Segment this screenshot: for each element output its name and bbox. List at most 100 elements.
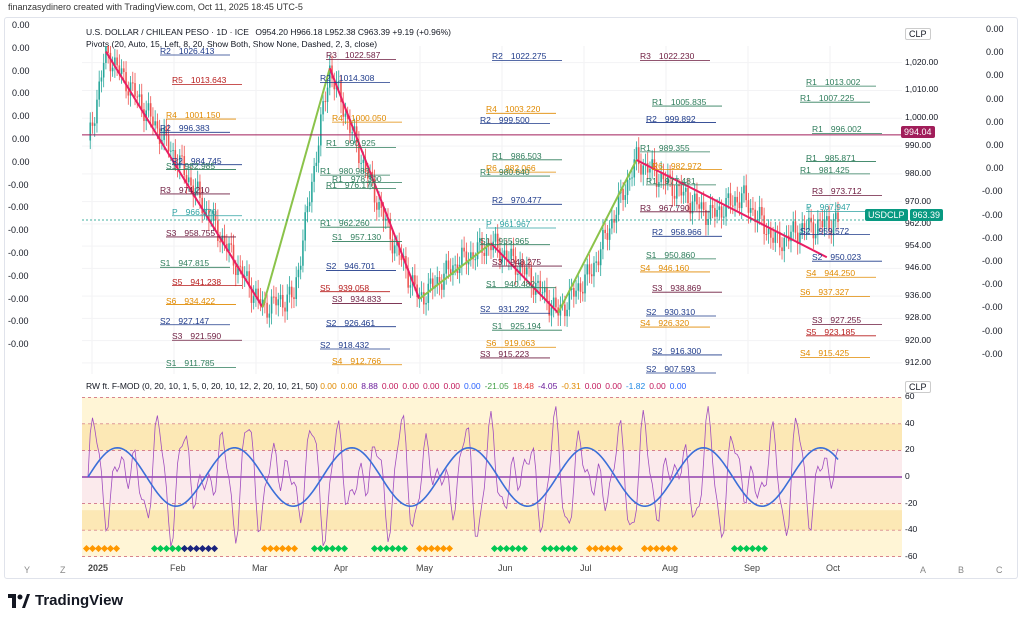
pivot-level-value: 985.871	[824, 152, 856, 163]
candle-body	[490, 244, 492, 251]
signal-dot	[266, 545, 275, 553]
candle-body	[96, 99, 98, 124]
candle-body	[555, 297, 557, 308]
candle-body	[476, 242, 479, 260]
pivot-level-value: 950.860	[664, 249, 696, 260]
candle-body	[281, 294, 284, 308]
price-chart[interactable]	[82, 46, 902, 374]
pivot-label: S1 940.482	[486, 279, 535, 289]
pivot-level-value: 961.967	[499, 218, 531, 229]
pivot-label: S5 939.058	[320, 283, 369, 293]
time-tick: Apr	[334, 563, 349, 573]
pivot-level-name: S2	[326, 317, 337, 328]
candle-body	[308, 202, 311, 207]
oscillator-chart[interactable]	[82, 392, 902, 562]
osc-tick: 40	[905, 417, 915, 428]
pivot-level-value: 982.972	[670, 160, 702, 171]
oscillator-fast-line	[87, 406, 839, 547]
signal-dot	[646, 545, 655, 553]
candle-body	[174, 150, 177, 164]
left-value: 0.00	[12, 88, 30, 99]
left-value: 0.00	[12, 20, 30, 30]
pivot-level-name: S2	[646, 306, 657, 317]
pivot-level-value: 946.160	[658, 262, 690, 273]
candle-body	[633, 159, 636, 178]
candle-body	[698, 204, 700, 209]
candle-body	[635, 147, 638, 160]
candle-body	[779, 232, 781, 248]
oscillator-axis[interactable]: 60 40 20 0 -20 -40 -60	[902, 391, 962, 562]
pivot-labels: R2 1026.413 R3 1022.587 R2 1022.275 R3 1022.230…	[82, 46, 902, 374]
pivot-label: R1 990.925	[326, 138, 376, 148]
candle-body	[440, 284, 443, 290]
pivot-label: S4 946.160	[640, 263, 689, 273]
signal-dot	[328, 545, 337, 553]
candle-body	[624, 195, 627, 200]
candle-body	[514, 256, 517, 275]
oscillator-value: 18.48	[512, 381, 534, 391]
candle-body	[483, 252, 486, 256]
tradingview-logo[interactable]: TradingView	[8, 592, 123, 609]
pivot-level-name: R1	[652, 97, 663, 108]
axis-button-y[interactable]: Y	[24, 565, 31, 575]
candle-body	[801, 223, 803, 233]
candle-body	[651, 159, 653, 169]
price-tick: 1,000.00	[905, 112, 939, 123]
pivot-label: R6 982.066	[486, 163, 536, 173]
candle-body	[118, 65, 121, 74]
axis-button-b[interactable]: B	[958, 565, 965, 575]
candle-body	[568, 290, 571, 310]
candle-body	[711, 205, 714, 209]
pivot-level-value: 959.572	[818, 225, 850, 236]
oscillator-value: 0.00	[649, 381, 666, 391]
pivot-level-value: 911.785	[184, 358, 215, 369]
time-axis[interactable]: 2025 Feb Mar Apr May Jun Jul Aug Sep Oct	[82, 563, 902, 577]
oscillator-value: 0.00	[605, 381, 622, 391]
price-axis[interactable]: 1,020.00 1,010.00 1,000.00 990.00 980.00 970.…	[902, 46, 962, 374]
candle-body	[355, 126, 358, 143]
signal-dot	[162, 545, 171, 553]
candle-body	[743, 185, 745, 194]
pivot-label: R3 973.712	[812, 186, 862, 196]
axis-button-a[interactable]: A	[920, 565, 927, 575]
pivot-level-value: 989.355	[658, 142, 690, 153]
left-value: -0.00	[8, 316, 29, 327]
candle-body	[154, 121, 156, 126]
left-value: -0.00	[8, 202, 29, 213]
candle-body	[765, 234, 768, 236]
signal-dot	[112, 545, 121, 553]
candle-body	[134, 83, 136, 97]
candle-body	[342, 102, 345, 117]
oscillator-value: 0.00	[340, 381, 358, 391]
candle-body	[564, 304, 566, 317]
pivot-level-value: 1022.230	[658, 51, 695, 62]
candle-body	[526, 267, 528, 275]
pivot-label: R1 1007.225	[800, 93, 854, 103]
pivot-label: R3 1022.230	[640, 51, 694, 61]
left-value: -0.00	[8, 293, 29, 304]
signal-dot	[508, 545, 517, 553]
symbol-title[interactable]: U.S. DOLLAR / CHILEAN PESO · 1D · ICE	[86, 27, 249, 37]
pivot-level-name: R6	[486, 163, 497, 174]
pivot-level-name: R3	[640, 51, 651, 62]
axis-button-z[interactable]: Z	[60, 565, 66, 575]
candle-body	[740, 193, 743, 209]
candle-body	[131, 82, 134, 84]
candle-body	[223, 235, 226, 244]
candle-body	[664, 179, 667, 184]
right-value: 0.00	[986, 24, 1004, 34]
candle-body	[187, 177, 190, 183]
signal-dot	[394, 545, 403, 553]
candle-body	[120, 68, 123, 74]
pivot-level-name: R2	[646, 113, 657, 124]
candle-body	[138, 94, 141, 97]
pivot-level-value: 966.370	[185, 206, 217, 217]
candle-body	[830, 230, 833, 236]
axis-button-c[interactable]: C	[996, 565, 1003, 575]
pivots-indicator-title[interactable]: Pivots (20, Auto, 15, Left, 8, 20, Show …	[86, 39, 378, 49]
candle-body	[98, 81, 100, 100]
pivot-label: P 966.370	[172, 207, 216, 217]
pivot-level-name: R1	[806, 77, 817, 88]
right-value: 0.00	[986, 47, 1004, 58]
oscillator-title[interactable]: RW ft. F-MOD (0, 20, 10, 1, 5, 0, 20, 10…	[86, 381, 318, 391]
